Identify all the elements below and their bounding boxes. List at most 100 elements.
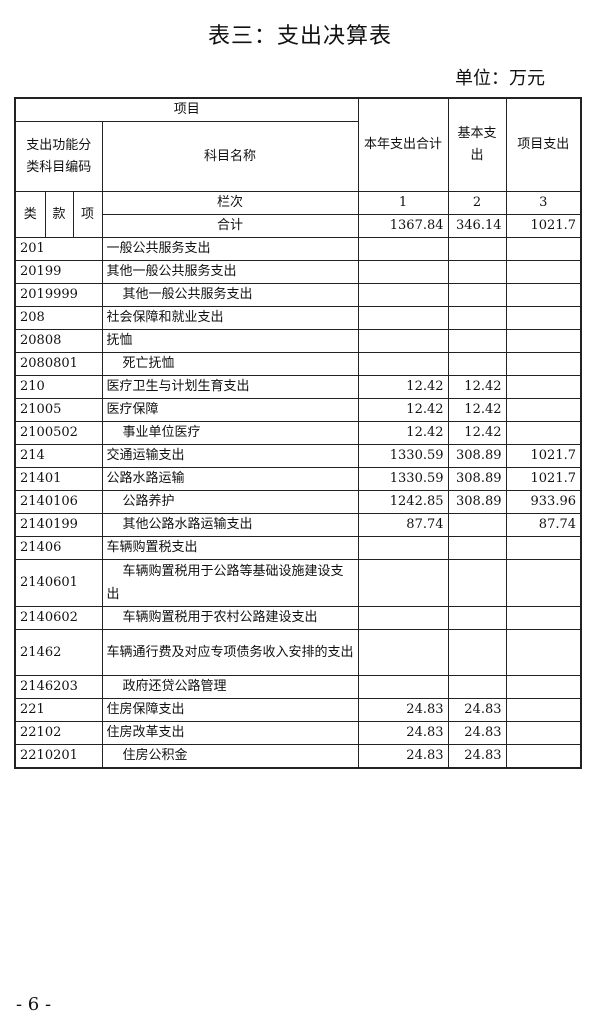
row-code: 210 [14, 375, 103, 399]
row-total: 12.42 [357, 375, 449, 399]
row-total: 24.83 [357, 721, 449, 745]
row-basic [447, 629, 507, 676]
row-name: 医疗保障 [101, 398, 359, 422]
row-project: 933.96 [505, 490, 582, 514]
row-basic: 308.89 [447, 467, 507, 491]
sum-project: 1021.7 [505, 214, 582, 238]
row-basic [447, 306, 507, 330]
row-code: 2080801 [14, 352, 103, 376]
table-row: 2100502 事业单位医疗 12.42 12.42 [14, 421, 582, 445]
row-name: 社会保障和就业支出 [101, 306, 359, 330]
row-project [505, 421, 582, 445]
row-code: 2146203 [14, 675, 103, 699]
header-name: 科目名称 [101, 121, 359, 192]
row-total [357, 559, 449, 607]
header-code-group: 支出功能分类科目编码 [14, 121, 103, 192]
row-basic [447, 675, 507, 699]
row-code: 2140106 [14, 490, 103, 514]
row-name: 医疗卫生与计划生育支出 [101, 375, 359, 399]
table-row: 2019999 其他一般公共服务支出 [14, 283, 582, 307]
page-title: 表三：支出决算表 [207, 24, 392, 49]
row-project [505, 675, 582, 699]
row-project [505, 536, 582, 560]
col-number-3: 3 [505, 191, 582, 215]
row-code: 2100502 [14, 421, 103, 445]
row-code: 201 [14, 237, 103, 261]
row-project: 1021.7 [505, 444, 582, 468]
row-project [505, 237, 582, 261]
row-project [505, 329, 582, 353]
row-code: 221 [14, 698, 103, 722]
unit-label: 单位：万元 [455, 68, 545, 89]
col-number-1: 1 [357, 191, 449, 215]
row-code: 2140602 [14, 606, 103, 630]
header-kuan: 款 [44, 191, 74, 238]
row-code: 21401 [14, 467, 103, 491]
row-basic: 308.89 [447, 490, 507, 514]
row-code: 2019999 [14, 283, 103, 307]
row-name: 其他公路水路运输支出 [101, 513, 359, 537]
row-project [505, 283, 582, 307]
row-name: 车辆购置税支出 [101, 536, 359, 560]
row-code: 21005 [14, 398, 103, 422]
column-order-label: 栏次 [101, 191, 359, 215]
row-name: 政府还贷公路管理 [101, 675, 359, 699]
row-basic: 12.42 [447, 421, 507, 445]
row-total [357, 352, 449, 376]
row-project: 1021.7 [505, 467, 582, 491]
row-total [357, 260, 449, 284]
table-row: 208 社会保障和就业支出 [14, 306, 582, 330]
row-name: 其他一般公共服务支出 [101, 260, 359, 284]
row-project [505, 606, 582, 630]
row-code: 21406 [14, 536, 103, 560]
table-row: 2210201 住房公积金 24.83 24.83 [14, 744, 582, 769]
expenditure-table: 项目 本年支出合计 基本支出 项目支出 支出功能分类科目编码 科目名称 类 款 … [14, 97, 583, 769]
row-total [357, 306, 449, 330]
row-basic [447, 329, 507, 353]
row-name: 交通运输支出 [101, 444, 359, 468]
header-item: 项目 [14, 97, 359, 122]
row-name: 死亡抚恤 [101, 352, 359, 376]
row-code: 2210201 [14, 744, 103, 769]
row-basic: 24.83 [447, 698, 507, 722]
row-total: 24.83 [357, 744, 449, 769]
row-project: 87.74 [505, 513, 582, 537]
row-code: 2140199 [14, 513, 103, 537]
row-basic: 308.89 [447, 444, 507, 468]
row-basic [447, 559, 507, 607]
row-code: 20808 [14, 329, 103, 353]
row-code: 208 [14, 306, 103, 330]
row-name: 住房改革支出 [101, 721, 359, 745]
table-row: 21401 公路水路运输 1330.59 308.89 1021.7 [14, 467, 582, 491]
table-row: 22102 住房改革支出 24.83 24.83 [14, 721, 582, 745]
table-row: 214 交通运输支出 1330.59 308.89 1021.7 [14, 444, 582, 468]
row-project [505, 698, 582, 722]
row-total [357, 606, 449, 630]
row-code: 21462 [14, 629, 103, 676]
table-row: 20808 抚恤 [14, 329, 582, 353]
row-name: 公路养护 [101, 490, 359, 514]
row-project [505, 559, 582, 607]
row-basic [447, 606, 507, 630]
row-basic [447, 260, 507, 284]
row-name: 抚恤 [101, 329, 359, 353]
table-row: 2146203 政府还贷公路管理 [14, 675, 582, 699]
row-project [505, 352, 582, 376]
row-name: 住房保障支出 [101, 698, 359, 722]
sum-label: 合计 [101, 214, 359, 238]
row-total: 87.74 [357, 513, 449, 537]
row-basic [447, 283, 507, 307]
row-basic: 24.83 [447, 744, 507, 769]
sum-basic: 346.14 [447, 214, 507, 238]
row-total [357, 237, 449, 261]
page-number: - 6 - [16, 994, 52, 1015]
row-basic: 24.83 [447, 721, 507, 745]
row-project [505, 260, 582, 284]
row-basic [447, 352, 507, 376]
row-name: 事业单位医疗 [101, 421, 359, 445]
table-row: 2140601 车辆购置税用于公路等基础设施建设支出 [14, 559, 582, 607]
table-row: 2080801 死亡抚恤 [14, 352, 582, 376]
row-name: 一般公共服务支出 [101, 237, 359, 261]
row-basic [447, 513, 507, 537]
